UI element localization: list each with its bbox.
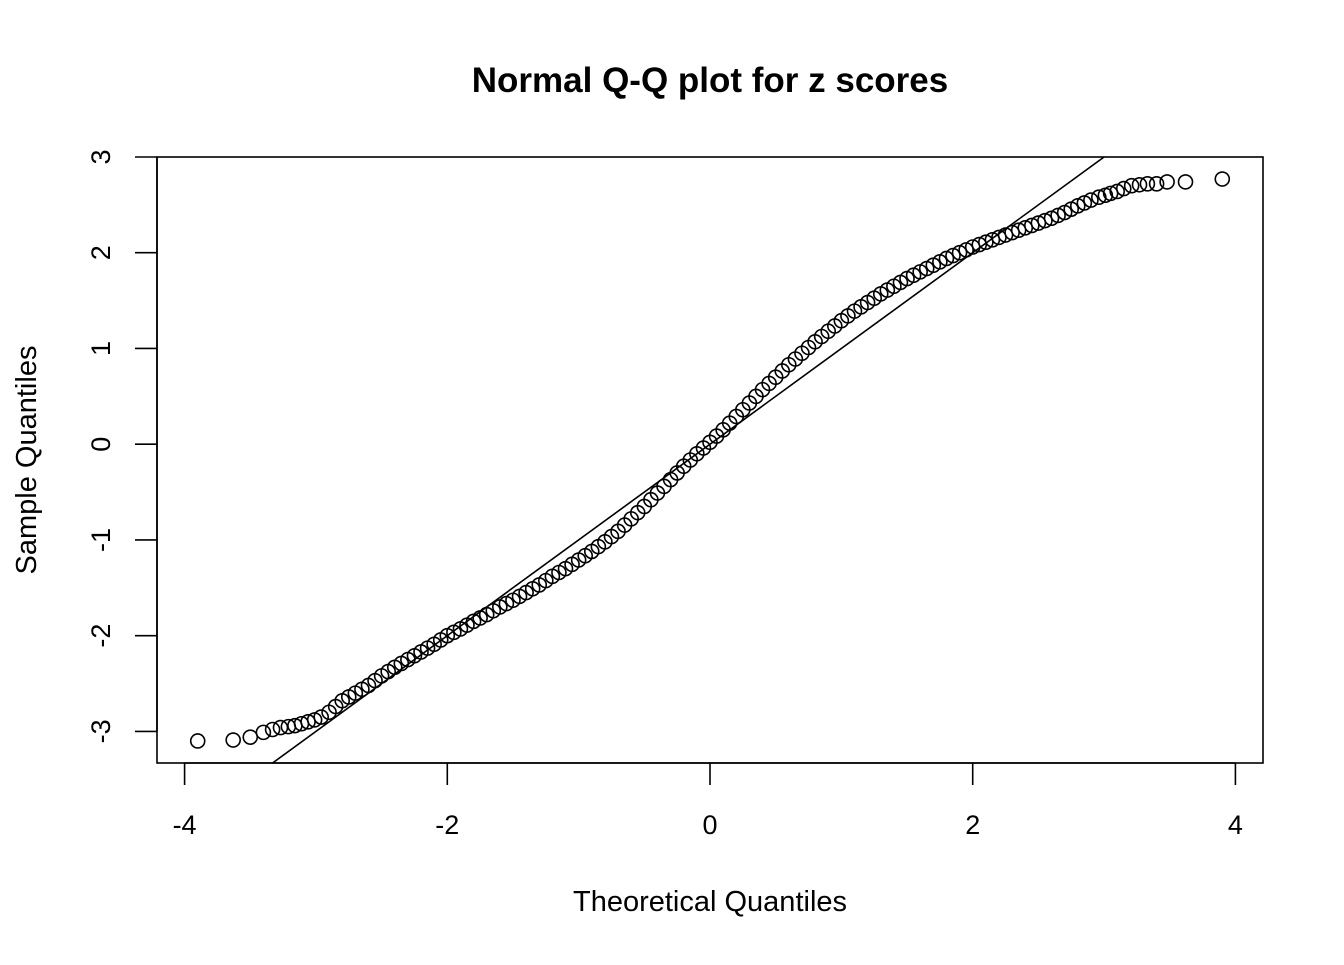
y-tick-label: -3 bbox=[86, 719, 116, 743]
plot-area bbox=[189, 157, 1231, 763]
y-tick-label: 2 bbox=[86, 245, 116, 260]
y-axis-label: Sample Quantiles bbox=[11, 346, 43, 575]
chart-title: Normal Q-Q plot for z scores bbox=[472, 61, 948, 100]
point bbox=[1148, 176, 1165, 192]
x-tick-label: 2 bbox=[965, 810, 980, 840]
point bbox=[225, 732, 241, 748]
point bbox=[1083, 192, 1099, 208]
x-tick-label: -2 bbox=[435, 810, 459, 840]
point bbox=[1159, 174, 1175, 190]
point bbox=[1037, 212, 1053, 229]
x-axis-label: Theoretical Quantiles bbox=[573, 886, 847, 918]
x-tick-label: 4 bbox=[1228, 810, 1243, 840]
point bbox=[189, 733, 206, 749]
point bbox=[1131, 176, 1148, 193]
y-tick-label: 0 bbox=[86, 437, 116, 452]
plot-frame bbox=[156, 156, 1264, 764]
point bbox=[264, 721, 281, 738]
y-tick-label: -1 bbox=[86, 528, 116, 552]
y-tick-label: 1 bbox=[86, 341, 116, 356]
point bbox=[1123, 177, 1140, 194]
point bbox=[1115, 180, 1132, 197]
point bbox=[255, 724, 272, 741]
point bbox=[1139, 176, 1156, 192]
y-tick-label: -2 bbox=[86, 624, 116, 648]
point bbox=[1091, 189, 1107, 206]
point bbox=[1177, 174, 1194, 190]
x-tick-label: 0 bbox=[702, 810, 717, 840]
x-tick-label: -4 bbox=[173, 810, 197, 840]
y-tick-label: 3 bbox=[86, 149, 116, 164]
point bbox=[242, 729, 259, 745]
point bbox=[1214, 171, 1231, 187]
point bbox=[313, 709, 329, 725]
